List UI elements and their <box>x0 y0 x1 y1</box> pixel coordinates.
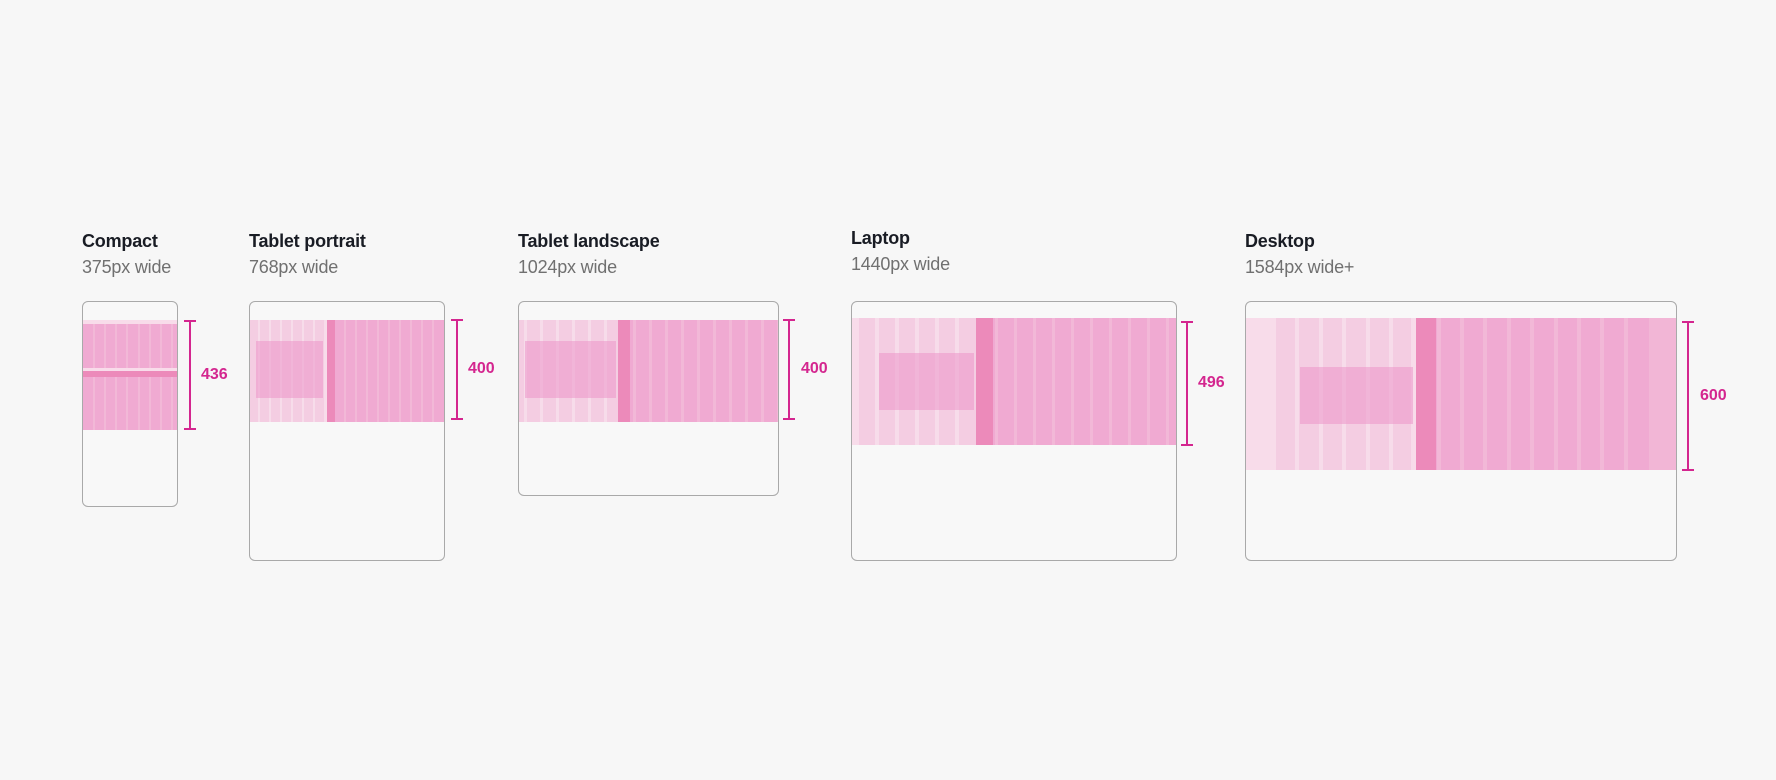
divider-strip <box>1416 318 1436 470</box>
breakpoint-width: 375px wide <box>82 257 172 277</box>
breakpoint-title: Tablet portrait <box>249 231 366 251</box>
breakpoint-width: 768px wide <box>249 257 339 277</box>
height-label: 496 <box>1198 374 1225 391</box>
height-bracket <box>451 319 463 420</box>
right-margin <box>1649 318 1676 470</box>
right-panel <box>630 320 778 422</box>
divider-strip <box>327 320 335 422</box>
divider-strip <box>976 318 993 445</box>
height-bracket <box>184 320 196 430</box>
hero-band <box>83 320 177 430</box>
breakpoint-width: 1584px wide+ <box>1245 257 1355 277</box>
hero-band <box>1246 318 1676 470</box>
height-bracket <box>783 319 795 420</box>
content-card <box>525 341 616 398</box>
right-panel <box>335 320 444 422</box>
height-bracket <box>1682 321 1694 471</box>
device-frame <box>1245 301 1677 561</box>
device-frame <box>518 301 779 496</box>
breakpoint-title: Tablet landscape <box>518 231 660 251</box>
height-label: 436 <box>201 366 228 383</box>
height-label: 600 <box>1700 387 1727 404</box>
content-card <box>879 353 974 410</box>
hero-band <box>519 320 778 422</box>
hero-band <box>852 318 1176 445</box>
device-frame <box>851 301 1177 561</box>
right-panel <box>1436 318 1649 470</box>
breakpoint-title: Compact <box>82 231 158 251</box>
content-card <box>256 341 323 398</box>
content-card <box>1300 367 1413 424</box>
breakpoint-width: 1440px wide <box>851 254 950 274</box>
hero-band <box>250 320 444 422</box>
breakpoint-title: Desktop <box>1245 231 1315 251</box>
height-label: 400 <box>801 360 828 377</box>
device-frame <box>82 301 178 507</box>
divider-strip <box>83 371 177 377</box>
right-panel <box>993 318 1176 445</box>
grid-columns <box>83 324 177 430</box>
device-frame <box>249 301 445 561</box>
divider-strip <box>618 320 630 422</box>
height-label: 400 <box>468 360 495 377</box>
breakpoint-width: 1024px wide <box>518 257 617 277</box>
breakpoint-title: Laptop <box>851 228 910 248</box>
height-bracket <box>1181 321 1193 446</box>
